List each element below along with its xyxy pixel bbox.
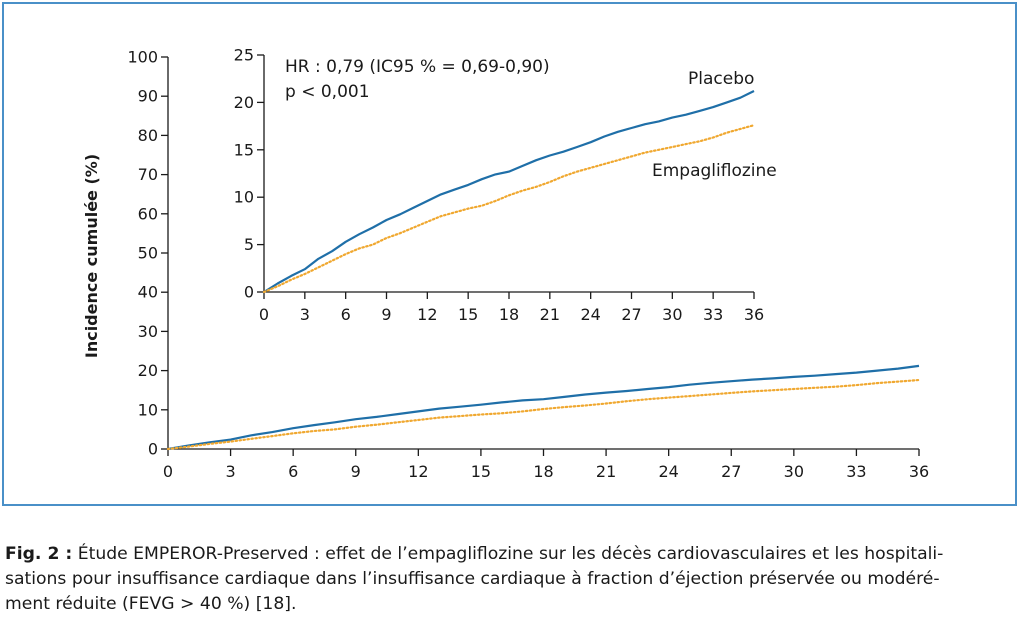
x-tick-label: 0 [259, 305, 269, 324]
p-value-annotation: p < 0,001 [285, 82, 370, 102]
series-empagliflozine-line [262, 124, 756, 294]
y-tick-label: 20 [234, 93, 254, 112]
caption-line-3: ment réduite (FEVG > 40 %) [18]. [5, 594, 297, 614]
x-tick-label: 9 [381, 305, 391, 324]
figure-frame [2, 2, 1017, 506]
x-tick-label: 30 [662, 305, 682, 324]
x-tick-label: 9 [351, 462, 361, 481]
x-tick-label: 21 [596, 462, 616, 481]
x-tick-label: 3 [225, 462, 235, 481]
x-tick-label: 27 [721, 462, 741, 481]
x-tick-label: 6 [341, 305, 351, 324]
y-tick-label: 5 [244, 235, 254, 254]
x-tick-label: 0 [163, 462, 173, 481]
x-tick-label: 24 [658, 462, 678, 481]
y-axis-label: Incidence cumulée (%) [82, 154, 101, 358]
y-tick-label: 25 [234, 46, 254, 65]
x-tick-label: 12 [417, 305, 437, 324]
x-tick-label: 27 [621, 305, 641, 324]
x-tick-label: 12 [408, 462, 428, 481]
y-tick-label: 0 [244, 283, 254, 302]
y-tick-label: 20 [138, 361, 158, 380]
x-tick-label: 36 [909, 462, 929, 481]
x-tick-label: 33 [846, 462, 866, 481]
caption-line-2: sations pour insuffisance cardiaque dans… [5, 569, 940, 589]
x-tick-label: 30 [784, 462, 804, 481]
x-tick-label: 18 [499, 305, 519, 324]
x-tick-label: 21 [540, 305, 560, 324]
series-label-placebo: Placebo [688, 69, 754, 89]
x-tick-label: 15 [471, 462, 491, 481]
y-tick-label: 10 [234, 188, 254, 207]
y-tick-label: 10 [138, 400, 158, 419]
y-tick-label: 70 [138, 165, 158, 184]
y-tick-label: 30 [138, 322, 158, 341]
series-empagliflozine-line [166, 378, 921, 451]
y-tick-label: 0 [148, 440, 158, 459]
x-tick-label: 3 [300, 305, 310, 324]
series-placebo-line [167, 364, 920, 451]
caption-text-1: Étude EMPEROR-Preserved : effet de l’emp… [72, 544, 944, 564]
y-tick-label: 50 [138, 244, 158, 263]
x-tick-label: 18 [533, 462, 553, 481]
caption-label: Fig. 2 : [5, 544, 73, 564]
x-tick-label: 24 [580, 305, 600, 324]
caption-line-1: Fig. 2 : Étude EMPEROR-Preserved : effet… [5, 542, 1020, 567]
x-tick-label: 15 [458, 305, 478, 324]
y-tick-label: 100 [127, 48, 158, 67]
hr-annotation: HR : 0,79 (IC95 % = 0,69-0,90) [285, 57, 550, 77]
y-tick-label: 80 [138, 126, 158, 145]
y-tick-label: 15 [234, 140, 254, 159]
figure-caption: Fig. 2 : Étude EMPEROR-Preserved : effet… [5, 542, 1020, 617]
x-tick-label: 6 [288, 462, 298, 481]
series-placebo-line [263, 90, 755, 293]
y-tick-label: 40 [138, 283, 158, 302]
y-tick-label: 90 [138, 87, 158, 106]
x-tick-label: 33 [703, 305, 723, 324]
series-label-empagliflozine: Empagliflozine [652, 161, 777, 181]
x-tick-label: 36 [744, 305, 764, 324]
y-tick-label: 60 [138, 204, 158, 223]
